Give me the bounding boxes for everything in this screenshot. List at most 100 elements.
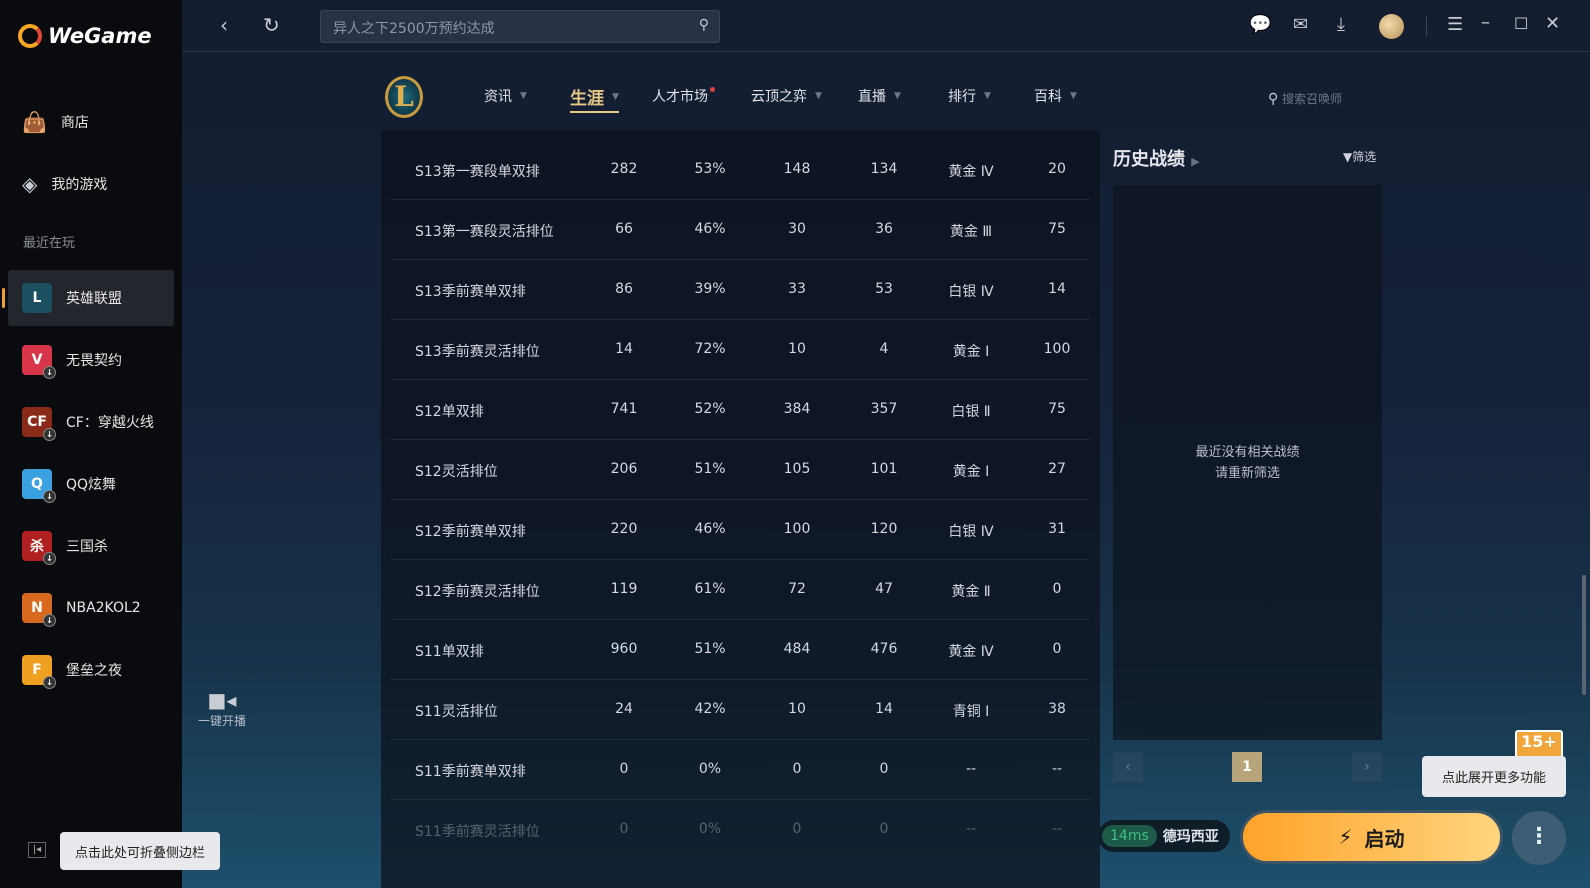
table-cell: S11季前赛单双排 — [415, 764, 526, 780]
nav-tab[interactable]: 生涯 ▼ — [570, 84, 619, 113]
table-row[interactable]: S13第一赛段单双排 282 53% 148 134 黄金 Ⅳ 20 — [391, 140, 1090, 200]
table-cell: 黄金 Ⅰ — [952, 464, 990, 480]
sidebar-game-item[interactable]: F ↓ 堡垒之夜 — [8, 642, 174, 698]
lol-logo[interactable]: L — [385, 76, 423, 118]
table-row[interactable]: S13第一赛段灵活排位 66 46% 30 36 黄金 Ⅲ 75 — [391, 200, 1090, 260]
table-cell: 72% — [694, 341, 726, 357]
back-icon[interactable]: ‹ — [220, 13, 228, 37]
table-cell: S11单双排 — [415, 644, 484, 660]
table-row[interactable]: S12灵活排位 206 51% 105 101 黄金 Ⅰ 27 — [391, 440, 1090, 500]
table-cell: S13季前赛单双排 — [415, 284, 526, 300]
sidebar-game-item[interactable]: Q ↓ QQ炫舞 — [8, 456, 174, 512]
game-icon-glyph: Q — [31, 476, 43, 492]
search-input[interactable]: 异人之下2500万预约达成 ⚲ — [320, 10, 720, 43]
nav-tab[interactable]: 直播 ▼ — [858, 86, 901, 106]
gamepad-icon: ◈ — [22, 172, 38, 196]
download-icon: ↓ — [43, 614, 56, 627]
nav-tab[interactable]: 云顶之弈 ▼ — [751, 86, 822, 106]
table-cell: 10 — [788, 701, 806, 717]
table-cell: 119 — [610, 581, 638, 597]
table-cell: 46% — [694, 521, 726, 537]
table-cell: S13季前赛灵活排位 — [415, 344, 540, 360]
table-row[interactable]: S11季前赛单双排 0 0% 0 0 -- -- — [391, 740, 1090, 800]
bag-icon: 👜 — [22, 110, 47, 134]
launch-button[interactable]: ⚡ 启动 — [1240, 810, 1503, 864]
game-icon-glyph: CF — [27, 414, 47, 430]
refresh-icon[interactable]: ↻ — [263, 13, 280, 37]
more-options-button[interactable]: ⋮ — [1512, 811, 1566, 865]
go-live-button[interactable]: ■◂ 一键开播 — [192, 688, 252, 729]
sidebar-game-item[interactable]: L 英雄联盟 — [2, 270, 174, 326]
server-select[interactable]: 14ms 德玛西亚 — [1098, 820, 1230, 852]
table-cell: 0 — [1052, 641, 1062, 657]
page-1-button[interactable]: 1 — [1232, 752, 1262, 782]
search-icon[interactable]: ⚲ — [698, 17, 709, 33]
download-icon[interactable]: ⤓ — [1337, 14, 1345, 35]
wegame-logo-icon — [18, 24, 42, 48]
chevron-down-icon: ▼ — [984, 91, 991, 101]
table-cell: 黄金 Ⅰ — [952, 344, 990, 360]
download-icon: ↓ — [43, 428, 56, 441]
scrollbar[interactable] — [1582, 575, 1586, 695]
game-label: NBA2KOL2 — [66, 600, 141, 616]
table-cell: -- — [965, 821, 977, 837]
nav-tab[interactable]: 人才市场 — [652, 86, 721, 106]
table-cell: 484 — [783, 641, 811, 657]
chevron-down-icon: ▼ — [520, 91, 527, 101]
next-page-button[interactable]: › — [1352, 752, 1382, 782]
prev-page-button[interactable]: ‹ — [1113, 752, 1143, 782]
table-cell: 白银 Ⅳ — [948, 284, 994, 300]
collapse-sidebar-icon[interactable]: |◂ — [28, 842, 46, 858]
table-row[interactable]: S11季前赛灵活排位 0 0% 0 0 -- -- — [391, 800, 1090, 860]
sidebar-game-item[interactable]: N ↓ NBA2KOL2 — [8, 580, 174, 636]
table-cell: 134 — [870, 161, 898, 177]
table-row[interactable]: S13季前赛灵活排位 14 72% 10 4 黄金 Ⅰ 100 — [391, 320, 1090, 380]
menu-icon[interactable]: ☰ — [1447, 14, 1464, 35]
sidebar-game-item[interactable]: 杀 ↓ 三国杀 — [8, 518, 174, 574]
table-row[interactable]: S11灵活排位 24 42% 10 14 青铜 Ⅰ 38 — [391, 680, 1090, 740]
sidebar: WeGame 👜 商店 ◈ 我的游戏 最近在玩 L 英雄联盟 V ↓ 无畏契约 CF ↓ CF：穿… — [0, 0, 220, 888]
table-row[interactable]: S12单双排 741 52% 384 357 白银 Ⅱ 75 — [391, 380, 1090, 440]
table-cell: 14 — [615, 341, 633, 357]
table-cell: 黄金 Ⅱ — [951, 584, 991, 600]
table-row[interactable]: S11单双排 960 51% 484 476 黄金 Ⅳ 0 — [391, 620, 1090, 680]
table-cell: 220 — [610, 521, 638, 537]
table-cell: 33 — [788, 281, 806, 297]
table-row[interactable]: S12季前赛灵活排位 119 61% 72 47 黄金 Ⅱ 0 — [391, 560, 1090, 620]
table-cell: 120 — [870, 521, 898, 537]
table-cell: -- — [1051, 761, 1063, 777]
game-label: 无畏契约 — [66, 353, 122, 369]
nav-tab[interactable]: 排行 ▼ — [948, 86, 991, 106]
minimize-icon[interactable]: – — [1481, 12, 1490, 33]
avatar[interactable] — [1379, 14, 1404, 39]
table-cell: 0 — [879, 761, 889, 777]
close-icon[interactable]: ✕ — [1545, 13, 1561, 34]
nav-tab-label: 直播 — [858, 89, 886, 105]
table-cell: 75 — [1048, 221, 1066, 237]
table-cell: S12灵活排位 — [415, 464, 498, 480]
table-cell: 0 — [1052, 581, 1062, 597]
chevron-right-icon: ▶ — [1191, 155, 1200, 168]
table-cell: 52% — [694, 401, 726, 417]
filter-button[interactable]: ▼筛选 — [1343, 148, 1376, 165]
sidebar-game-item[interactable]: V ↓ 无畏契约 — [8, 332, 174, 388]
game-icon: N ↓ — [22, 593, 56, 627]
history-title[interactable]: 历史战绩 ▶ — [1113, 145, 1200, 171]
maximize-icon[interactable]: ☐ — [1514, 14, 1529, 33]
nav-tab[interactable]: 百科 ▼ — [1034, 86, 1077, 106]
sidebar-game-item[interactable]: CF ↓ CF：穿越火线 — [8, 394, 174, 450]
wegame-logo[interactable]: WeGame — [18, 24, 152, 48]
mail-icon[interactable]: ✉ — [1293, 14, 1309, 35]
table-cell: 148 — [783, 161, 811, 177]
table-cell: -- — [1051, 821, 1063, 837]
game-icon: L — [22, 283, 52, 313]
nav-tab[interactable]: 资讯 ▼ — [484, 86, 527, 106]
top-bar — [182, 0, 1590, 52]
sidebar-item-store[interactable]: 👜 商店 — [8, 94, 174, 150]
table-row[interactable]: S12季前赛单双排 220 46% 100 120 白银 Ⅳ 31 — [391, 500, 1090, 560]
summoner-search-input[interactable]: ⚲ 搜索召唤师 — [1268, 90, 1342, 107]
table-row[interactable]: S13季前赛单双排 86 39% 33 53 白银 Ⅳ 14 — [391, 260, 1090, 320]
chat-icon[interactable]: 💬 — [1249, 14, 1272, 35]
table-cell: 51% — [694, 461, 726, 477]
sidebar-item-my-games[interactable]: ◈ 我的游戏 — [8, 156, 174, 212]
